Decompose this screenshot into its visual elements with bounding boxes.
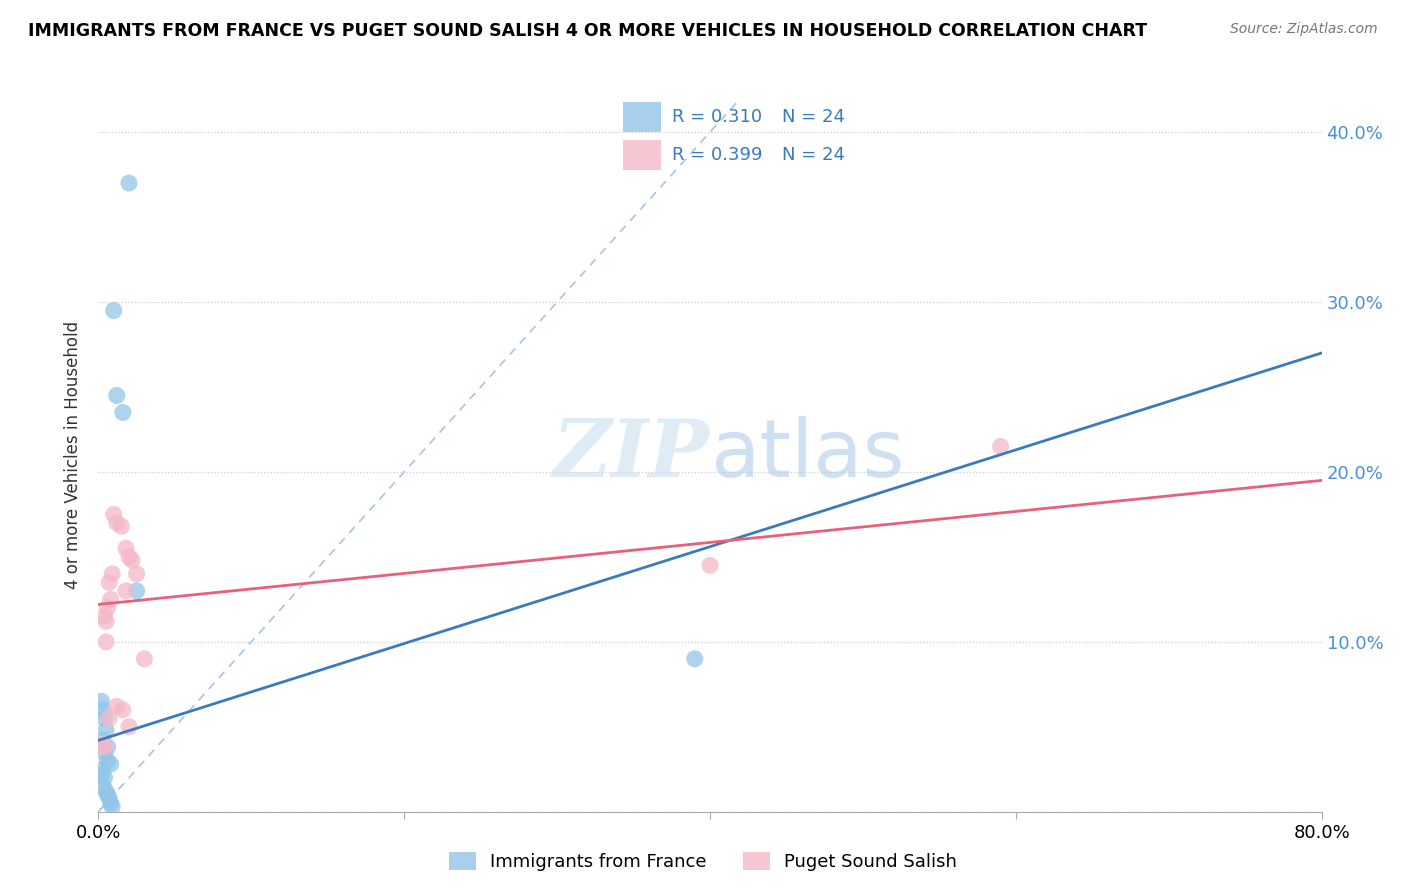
Point <box>111 405 134 419</box>
Point <box>98 791 121 805</box>
Point <box>97 600 120 615</box>
Y-axis label: 4 or more Vehicles in Household: 4 or more Vehicles in Household <box>65 321 83 589</box>
Point <box>683 652 706 666</box>
Point <box>100 592 122 607</box>
Point <box>98 711 121 725</box>
Point <box>91 737 114 751</box>
Point <box>91 733 114 747</box>
Text: IMMIGRANTS FROM FRANCE VS PUGET SOUND SALISH 4 OR MORE VEHICLES IN HOUSEHOLD COR: IMMIGRANTS FROM FRANCE VS PUGET SOUND SA… <box>28 22 1147 40</box>
Point <box>105 516 128 530</box>
Point <box>94 635 117 649</box>
Text: N = 24: N = 24 <box>782 108 845 126</box>
Point <box>97 754 120 768</box>
Point <box>101 566 124 581</box>
Point <box>115 583 138 598</box>
Point <box>97 788 120 802</box>
Text: R = 0.399: R = 0.399 <box>672 145 762 163</box>
Point <box>94 723 117 738</box>
Point <box>94 615 117 629</box>
Point <box>118 176 141 190</box>
Point <box>111 703 134 717</box>
Point <box>103 508 125 522</box>
Point <box>110 519 132 533</box>
Point <box>125 566 148 581</box>
Point <box>100 796 122 810</box>
Point <box>90 767 112 781</box>
Text: atlas: atlas <box>710 416 904 494</box>
Point <box>105 699 128 714</box>
Text: R = 0.310: R = 0.310 <box>672 108 762 126</box>
Point <box>91 779 114 793</box>
Point <box>990 439 1012 453</box>
Point <box>105 388 128 402</box>
Point <box>115 541 138 556</box>
Text: N = 24: N = 24 <box>782 145 845 163</box>
Point <box>134 652 156 666</box>
Point <box>101 799 124 814</box>
Point <box>93 711 115 725</box>
Text: ZIP: ZIP <box>553 417 710 493</box>
Point <box>98 575 121 590</box>
Point <box>118 549 141 564</box>
Point <box>93 771 115 785</box>
Point <box>93 740 115 755</box>
Text: Source: ZipAtlas.com: Source: ZipAtlas.com <box>1230 22 1378 37</box>
Bar <box>623 140 661 169</box>
Point <box>103 303 125 318</box>
Bar <box>623 103 661 132</box>
Point <box>94 784 117 798</box>
Point <box>93 745 115 759</box>
Point <box>118 720 141 734</box>
Point <box>90 694 112 708</box>
Point <box>91 703 114 717</box>
Point <box>699 558 721 573</box>
Point <box>121 553 143 567</box>
Legend: Immigrants from France, Puget Sound Salish: Immigrants from France, Puget Sound Sali… <box>441 845 965 879</box>
Point <box>125 583 148 598</box>
Point <box>91 762 114 776</box>
Point <box>100 757 122 772</box>
Point <box>97 740 120 755</box>
Point <box>93 609 115 624</box>
